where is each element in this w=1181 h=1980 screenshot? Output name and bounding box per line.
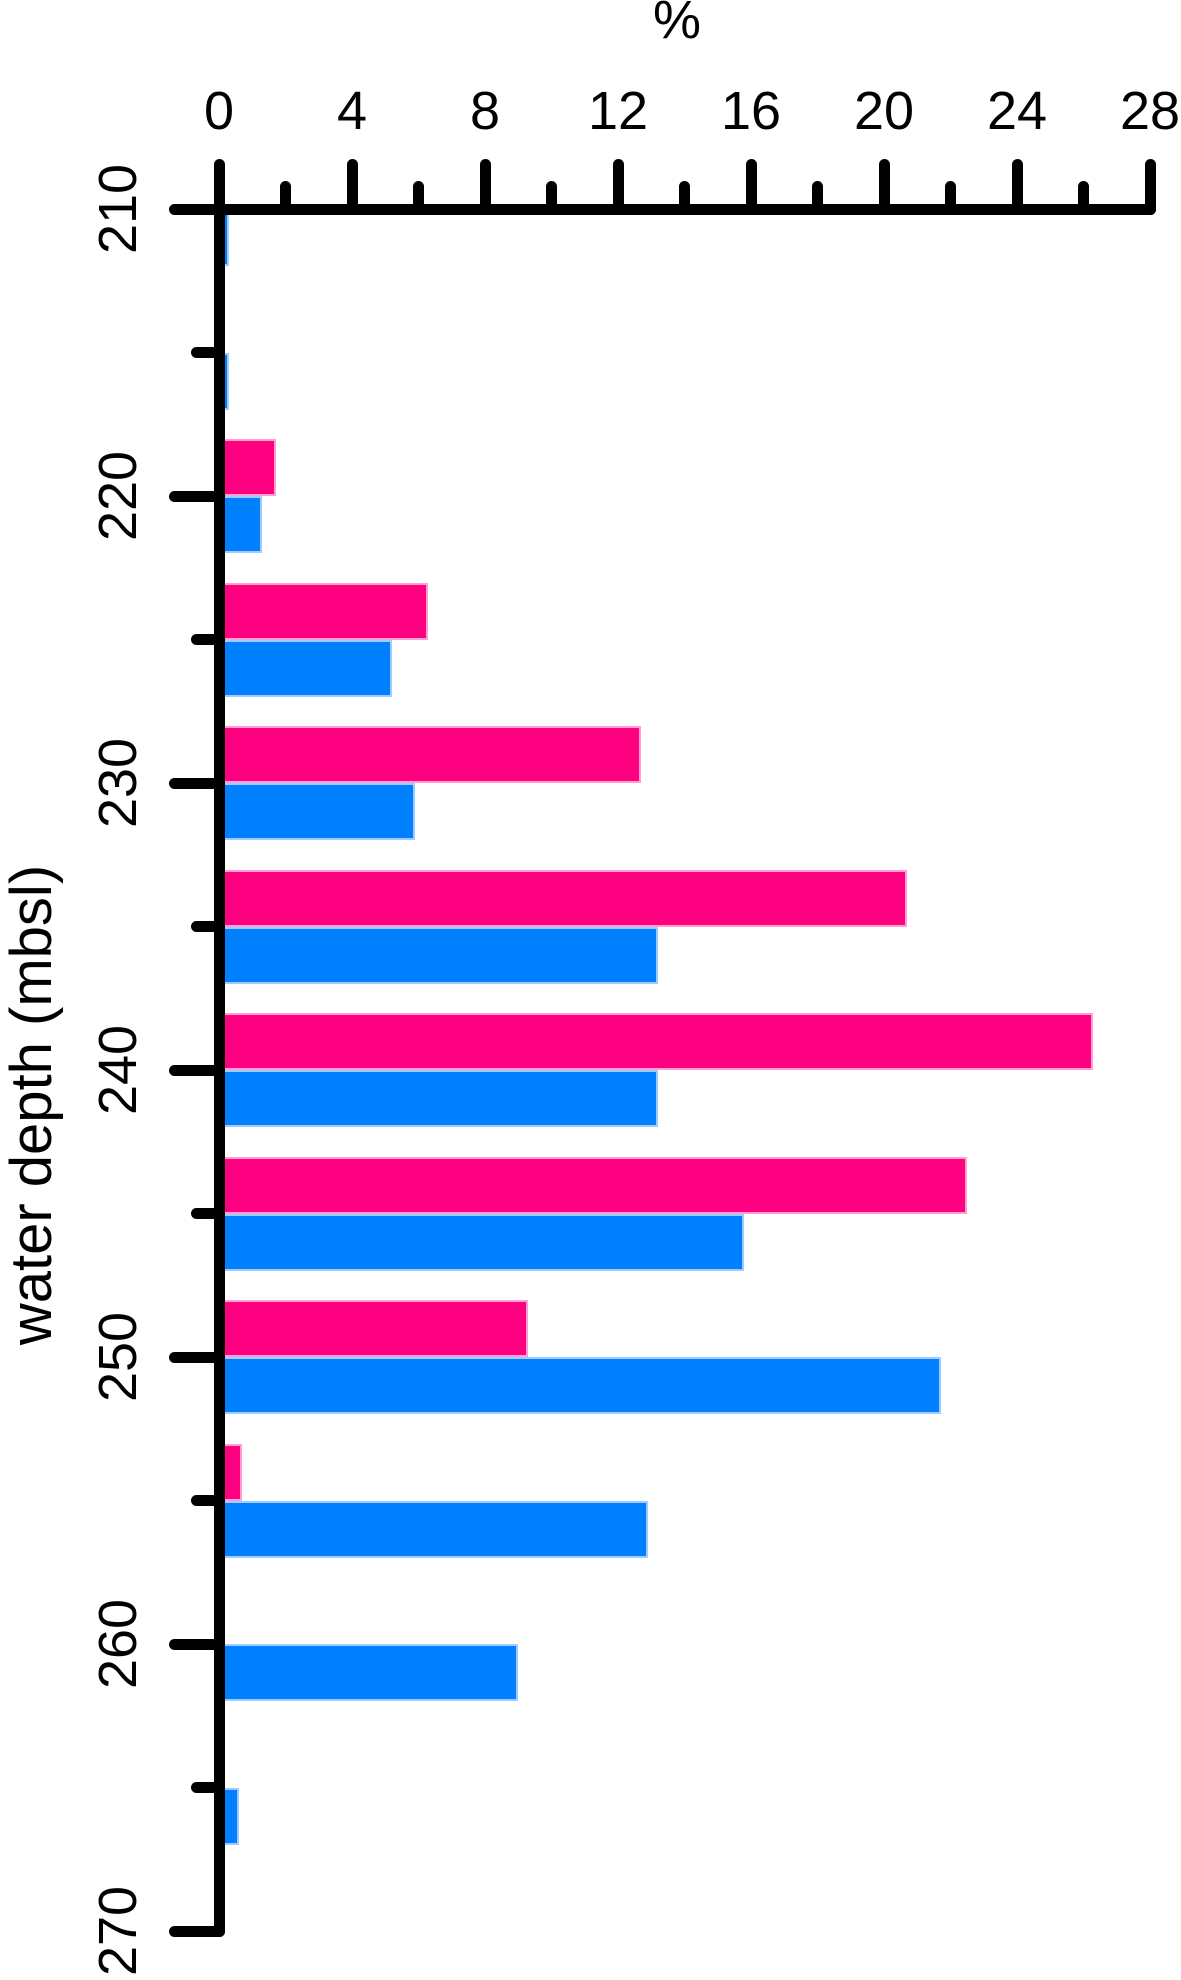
y-minor-tick	[190, 1495, 225, 1506]
y-tick-label: 250	[88, 1311, 148, 1403]
y-tick-label: 220	[88, 450, 148, 542]
x-major-tick	[745, 158, 757, 215]
x-major-tick	[346, 158, 358, 215]
x-major-tick	[1011, 158, 1023, 215]
bar-magenta-220	[219, 439, 276, 496]
y-major-tick	[168, 1638, 225, 1650]
x-major-tick	[1144, 158, 1156, 215]
bar-magenta-240	[219, 1013, 1094, 1070]
x-minor-tick	[1078, 180, 1089, 215]
x-minor-tick	[812, 180, 823, 215]
y-tick-label: 210	[88, 163, 148, 255]
bar-magenta-235	[219, 869, 908, 927]
x-minor-tick	[546, 180, 557, 215]
y-tick-label: 260	[88, 1598, 148, 1690]
x-minor-tick	[945, 180, 956, 215]
y-tick-label: 270	[88, 1885, 148, 1977]
bar-blue-220	[219, 496, 263, 553]
bar-blue-250	[219, 1357, 941, 1414]
y-tick-label: 230	[88, 737, 148, 829]
bar-blue-255	[219, 1500, 648, 1558]
x-tick-label: 20	[853, 81, 915, 141]
x-tick-label: 16	[720, 81, 782, 141]
x-minor-tick	[413, 180, 424, 215]
x-axis-title: %	[652, 0, 702, 50]
bar-blue-240	[219, 1070, 658, 1127]
x-minor-tick	[280, 180, 291, 215]
x-major-tick	[479, 158, 491, 215]
y-minor-tick	[190, 347, 225, 358]
bar-blue-245	[219, 1213, 745, 1271]
bar-blue-235	[219, 926, 658, 984]
bar-blue-225	[219, 639, 392, 697]
x-tick-label: 24	[986, 81, 1048, 141]
y-major-tick	[168, 490, 225, 502]
y-minor-tick	[190, 921, 225, 932]
x-tick-label: 28	[1119, 81, 1181, 141]
bar-magenta-230	[219, 726, 642, 783]
bar-blue-260	[219, 1644, 519, 1701]
y-major-tick	[168, 1351, 225, 1363]
y-minor-tick	[190, 1208, 225, 1219]
x-tick-label: 0	[203, 81, 235, 141]
x-tick-label: 4	[336, 81, 368, 141]
x-major-tick	[612, 158, 624, 215]
x-tick-label: 12	[587, 81, 649, 141]
x-major-tick	[213, 158, 225, 215]
y-major-tick	[168, 1925, 225, 1937]
bar-blue-230	[219, 783, 416, 840]
y-tick-label: 240	[88, 1024, 148, 1116]
x-minor-tick	[679, 180, 690, 215]
y-major-tick	[168, 1064, 225, 1076]
y-minor-tick	[190, 634, 225, 645]
bar-magenta-225	[219, 582, 429, 640]
y-axis-title: water depth (mbsl)	[0, 864, 64, 1346]
y-minor-tick	[190, 1782, 225, 1793]
x-tick-label: 8	[469, 81, 501, 141]
bar-magenta-250	[219, 1300, 529, 1357]
y-major-tick	[168, 777, 225, 789]
bar-magenta-245	[219, 1156, 968, 1214]
x-major-tick	[878, 158, 890, 215]
y-major-tick	[168, 203, 225, 215]
